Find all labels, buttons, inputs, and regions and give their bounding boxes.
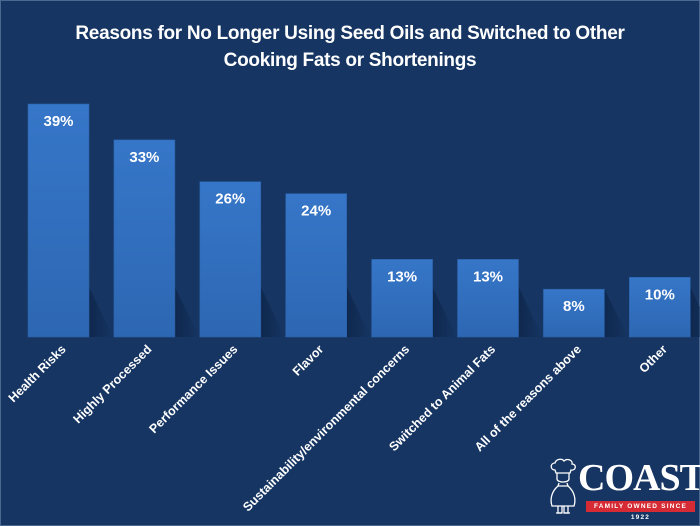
bar[interactable]: [543, 288, 605, 338]
bar[interactable]: [371, 259, 433, 338]
category-label: Health Risks: [6, 342, 69, 405]
bar-shadow: [432, 287, 457, 337]
chef-icon: [550, 458, 576, 514]
category-label: Performance Issues: [147, 342, 241, 436]
data-label: 39%: [43, 113, 73, 130]
data-label: 24%: [301, 203, 331, 220]
bar-shadow: [604, 289, 629, 337]
data-label: 10%: [645, 286, 675, 303]
chart-title-line-2: Cooking Fats or Shortenings: [223, 50, 477, 71]
coast-logo: COAST FAMILY OWNED SINCE 1922: [548, 458, 700, 521]
bar-shadow: [174, 287, 199, 337]
data-label: 26%: [215, 191, 245, 208]
category-label: Sustainability/environmental concerns: [240, 342, 412, 514]
bar[interactable]: [199, 181, 262, 338]
bar[interactable]: [113, 139, 176, 338]
logo-tagline: FAMILY OWNED SINCE 1922: [586, 501, 695, 521]
bar-shadow: [89, 287, 113, 337]
bar[interactable]: [27, 103, 90, 338]
data-label: 13%: [473, 268, 503, 285]
category-label: Highly Processed: [70, 342, 154, 426]
bar-shadow: [260, 287, 285, 337]
bar-shadow: [690, 287, 700, 337]
chart-title-line-1: Reasons for No Longer Using Seed Oils an…: [75, 23, 625, 44]
bar-shadow: [518, 287, 543, 337]
data-label: 33%: [129, 149, 159, 166]
bar-shadow: [346, 287, 371, 337]
category-label: Flavor: [290, 342, 327, 379]
data-label: 13%: [387, 268, 417, 285]
chart-title: Reasons for No Longer Using Seed Oils an…: [0, 20, 700, 74]
bar[interactable]: [457, 259, 519, 338]
data-label: 8%: [563, 298, 585, 315]
logo-brand: COAST: [578, 457, 700, 499]
bar[interactable]: [628, 276, 691, 338]
bar[interactable]: [285, 193, 348, 338]
category-label: Other: [636, 342, 670, 376]
